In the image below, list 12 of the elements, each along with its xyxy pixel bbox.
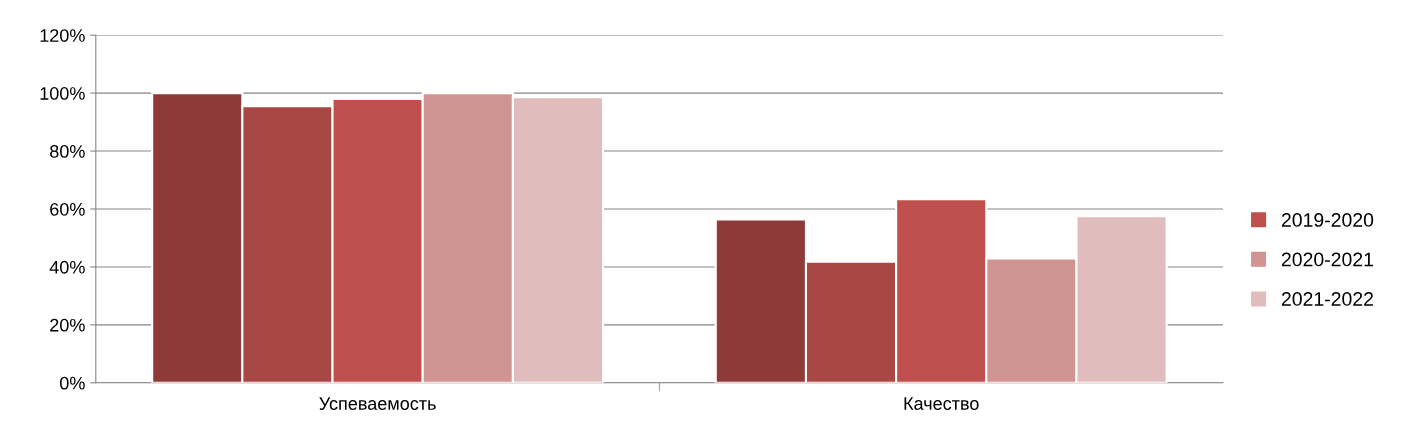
y-tick-label: 0%	[60, 376, 85, 390]
legend-label: 2021-2022	[1281, 292, 1373, 306]
y-tick-label: 40%	[49, 260, 85, 274]
x-tick-label: Успеваемость	[319, 397, 436, 410]
y-tick-label: 20%	[50, 318, 85, 332]
legend-label: 2020-2021	[1281, 252, 1373, 267]
y-tick-label: 100%	[40, 87, 85, 100]
y-tick-label: 120%	[40, 29, 85, 42]
x-tick-label: Качество	[904, 397, 979, 410]
y-tick-label: 60%	[50, 202, 85, 216]
y-tick-label: 80%	[50, 145, 85, 158]
legend-label: 2019-2020	[1281, 213, 1374, 227]
